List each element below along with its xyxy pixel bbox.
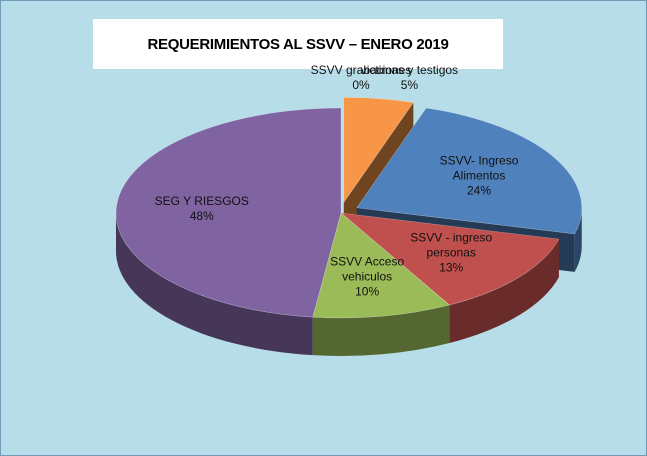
- title-box: REQUERIMIENTOS AL SSVV – ENERO 2019: [93, 19, 503, 69]
- slice-name: SSVV - ingreso personas: [410, 230, 493, 260]
- slice: [312, 212, 451, 319]
- slice-side: [449, 239, 559, 344]
- slice-label: SSVV Acceso vehiculos 10%: [315, 254, 419, 299]
- slice-value-label: 5%: [400, 78, 419, 93]
- slice-value-label: 48%: [189, 208, 214, 223]
- slice: [356, 107, 583, 235]
- slice-name: SSVV grabaciones: [310, 62, 412, 77]
- slice-name: SSVV- Ingreso Alimentos: [439, 153, 519, 183]
- slice: [115, 107, 342, 318]
- slice-label: victimas y testigos 5%: [361, 63, 458, 93]
- slice-label: SSVV- Ingreso Alimentos 24%: [427, 154, 531, 199]
- slice-value-label: 10%: [355, 284, 380, 299]
- slice-name: SSVV Acceso vehiculos: [330, 254, 405, 284]
- slice-label: SEG Y RIESGOS 48%: [150, 194, 254, 224]
- slice: [340, 212, 560, 306]
- slice-name: victimas y testigos: [360, 63, 459, 78]
- slice-side: [574, 207, 582, 272]
- chart-title: REQUERIMIENTOS AL SSVV – ENERO 2019: [147, 35, 449, 53]
- slice-label: SSVV - ingreso personas 13%: [399, 230, 503, 275]
- slice-label: SSVV grabaciones 0%: [311, 63, 412, 93]
- slice: [343, 97, 414, 204]
- slice-side: [116, 213, 313, 356]
- slice-value-label: 0%: [352, 77, 370, 92]
- slice-value-label: 13%: [439, 260, 464, 275]
- slice-value-label: 24%: [467, 183, 492, 198]
- slice-side: [312, 305, 450, 356]
- slice-name: SEG Y RIESGOS: [154, 193, 249, 208]
